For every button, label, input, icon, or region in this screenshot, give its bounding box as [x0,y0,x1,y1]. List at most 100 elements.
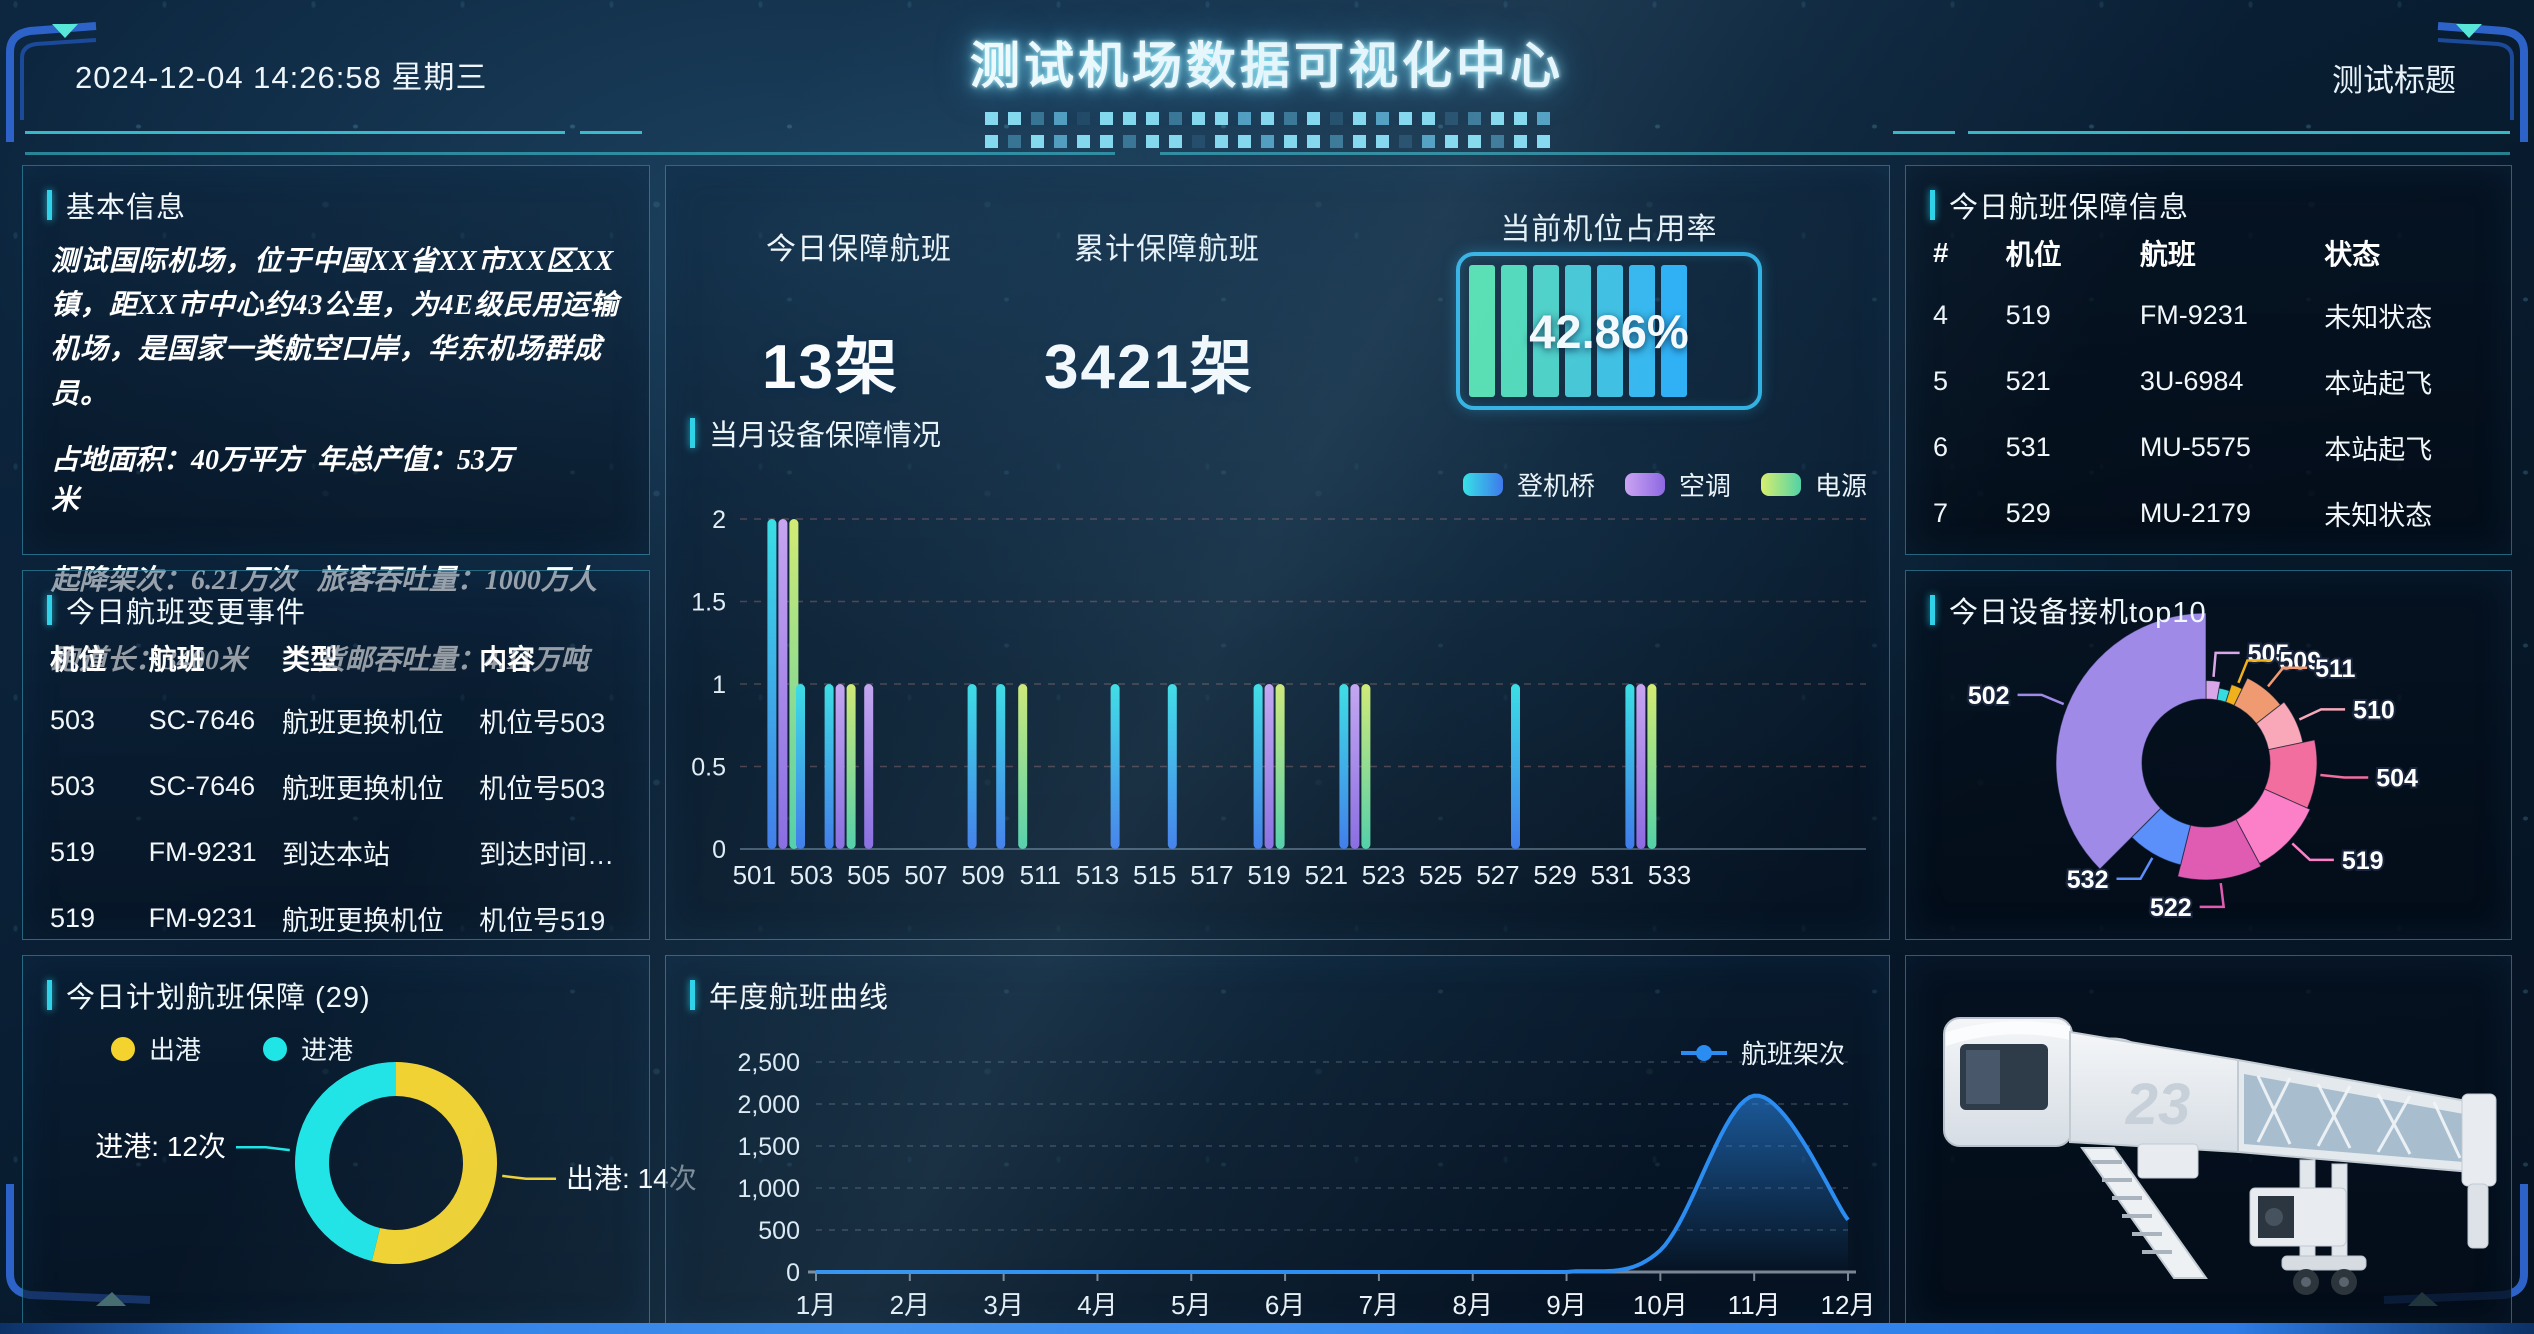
cell: 航班更换机位 [281,773,444,804]
panel-title: 基本信息 [66,192,187,224]
total-flights-label: 累计保障航班 [1074,233,1260,266]
pixel-square [1445,112,1458,125]
pixel-square [1238,135,1251,148]
pixel-square [1054,112,1067,125]
svg-text:531: 531 [1591,860,1634,890]
legend-item[interactable]: 出港 [111,1030,201,1067]
cell: 529 [2005,497,2051,528]
cell: 7 [1933,497,1949,528]
header-cell: 类型 [281,644,338,675]
cell: 503 [50,770,96,801]
cell: FM-9231 [148,902,257,933]
pixel-square [1008,112,1021,125]
header-line-full-right [1160,152,2510,155]
flight-support-table: # 机位 航班 状态 4 519 FM-9231 未知状态 5 521 3U-6984 本站起飞 6 53… [1932,224,2491,546]
pixel-square [1399,135,1412,148]
pixel-square [1215,135,1228,148]
header-datetime: 2024-12-04 14:26:58 星期三 [75,60,488,95]
cell: 503 [50,704,96,735]
panel-title-accent [47,595,52,625]
pixel-square [1008,135,1021,148]
legend-label: 登机桥 [1516,471,1595,501]
occupancy-value: 42.86% [1529,304,1689,358]
panel-flight-changes: 今日航班变更事件 机位 航班 类型 内容 503 SC-7646 航班更换机位 机位号503 5… [22,570,650,940]
header-cell: 航班 [148,644,205,675]
table-row: 519 FM-9231 航班更换机位 机位号519 [49,885,629,951]
pixel-square [1537,112,1550,125]
legend-dot [263,1036,288,1061]
pixel-square [1054,135,1067,148]
pixel-square [1077,135,1090,148]
panel-title-accent [690,980,695,1010]
legend-swatch [1760,473,1801,496]
panel-title: 年度航班曲线 [709,982,890,1014]
panel-title: 今日计划航班保障 (29) [66,982,371,1014]
panel-title-accent [1930,595,1935,625]
header-cell: 内容 [479,644,536,675]
svg-text:2,000: 2,000 [737,1091,800,1119]
annual-curve-legend: 航班架次 [1680,1034,1845,1071]
svg-text:503: 503 [790,860,833,890]
annual-curve-line-chart[interactable]: 0 500 1,000 1,500 2,000 2,500 1月 2月 3月 4月 5月 6月 7月 8月… [666,956,1891,1331]
svg-text:529: 529 [1533,860,1576,890]
table-header-row: # 机位 航班 状态 [1932,224,2491,282]
pixel-square [1100,135,1113,148]
pixel-square [1192,135,1205,148]
legend-item[interactable]: 空调 [1624,466,1731,503]
equipment-bar-chart[interactable]: 0 0.5 1 1.5 2 501 503 505 507 509 511 513 515 517 519 5… [666,166,1891,941]
svg-text:3月: 3月 [983,1290,1023,1320]
table-row: 4 519 FM-9231 未知状态 [1932,282,2491,348]
today-flights-label: 今日保障航班 [766,233,952,266]
cell: 3U-6984 [2139,365,2244,396]
battery-cell [1501,265,1527,397]
pixel-square [1399,112,1412,125]
svg-text:517: 517 [1190,860,1233,890]
legend-dot [111,1036,135,1061]
pixel-square [1284,135,1297,148]
svg-text:500: 500 [758,1217,800,1245]
pixel-square [1330,135,1343,148]
header-cell: 航班 [2139,239,2196,270]
legend-item[interactable]: 进港 [263,1030,353,1067]
table-row: 519 FM-9231 到达本站 到达时间：202412... [49,819,629,885]
today-flights-value: 13架 [762,333,899,402]
flight-changes-table: 机位 航班 类型 内容 503 SC-7646 航班更换机位 机位号503 503 SC-7646… [49,629,629,951]
table-header-row: 机位 航班 类型 内容 [49,629,629,687]
header-line-full-left [25,152,1115,155]
cell: 未知状态 [2324,500,2433,531]
pixel-square [1146,112,1159,125]
panel-title: 今日航班变更事件 [66,597,307,629]
svg-text:519: 519 [1247,860,1290,890]
svg-text:532: 532 [2067,866,2109,894]
table-row: 5 521 3U-6984 本站起飞 [1932,348,2491,414]
total-flights-value: 3421架 [1044,333,1254,402]
panel-title-accent [1930,190,1935,220]
header-line-left-dash [580,131,642,134]
legend-label: 电源 [1814,471,1867,501]
cell: 机位号503 [479,707,606,738]
svg-text:0.5: 0.5 [691,754,726,782]
pixel-square [1169,135,1182,148]
svg-text:4月: 4月 [1077,1290,1117,1320]
svg-text:513: 513 [1076,860,1119,890]
pixel-square [1537,135,1550,148]
legend-swatch [1462,473,1503,496]
cell: SC-7646 [148,770,256,801]
legend-item[interactable]: 电源 [1760,466,1867,503]
svg-text:1,500: 1,500 [737,1133,800,1161]
airport-stat: 占地面积：40万平方米 [51,445,304,516]
cell: 519 [50,836,96,867]
equipment-legend: 登机桥 空调 电源 [1462,466,1867,503]
pixel-square [1468,135,1481,148]
legend-item[interactable]: 航班架次 [1680,1034,1845,1071]
cell: 5 [1933,365,1949,396]
pixel-square [1031,135,1044,148]
legend-item[interactable]: 登机桥 [1462,466,1595,503]
pixel-square [1491,112,1504,125]
legend-label: 航班架次 [1740,1039,1845,1069]
pixel-square [1100,112,1113,125]
pixel-square [1445,135,1458,148]
panel-annual-curve: 年度航班曲线 航班架次 0 500 1,000 1,500 2,000 2,500 1月 2月… [665,955,1890,1330]
panel-flight-support: 今日航班保障信息 # 机位 航班 状态 4 519 FM-9231 未知状态 5 521 3U-69… [1905,165,2512,555]
